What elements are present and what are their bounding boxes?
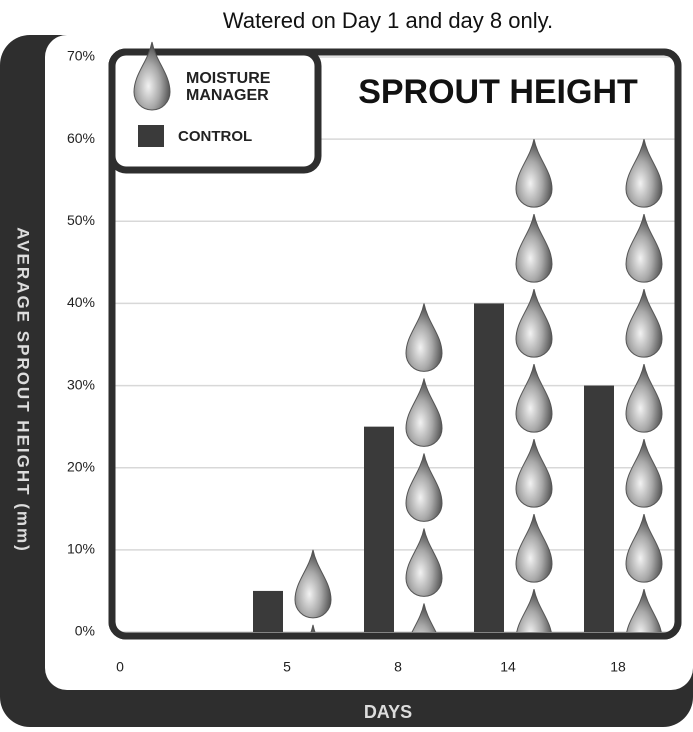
y-tick-label: 50% <box>67 212 95 228</box>
chart-title: SPROUT HEIGHT <box>358 73 638 111</box>
bar <box>584 386 614 632</box>
legend-label: CONTROL <box>178 128 252 145</box>
legend-label-wrap: MOISTURE MANAGER <box>186 70 306 110</box>
x-tick-label: 0 <box>116 659 124 675</box>
y-tick-label: 20% <box>67 458 95 474</box>
y-axis-label: AVERAGE SPROUT HEIGHT (mm) <box>14 227 33 553</box>
x-tick-label: 8 <box>394 659 402 675</box>
x-tick-label: 5 <box>283 659 291 675</box>
y-tick-label: 40% <box>67 294 95 310</box>
bar <box>474 303 504 632</box>
y-tick-label: 0% <box>75 623 95 639</box>
y-tick-label: 10% <box>67 541 95 557</box>
chart: Watered on Day 1 and day 8 only. AVERAGE… <box>0 0 693 727</box>
y-tick-label: 30% <box>67 376 95 392</box>
y-tick-label: 70% <box>67 48 95 64</box>
legend-label: MOISTURE MANAGER <box>186 70 301 104</box>
x-tick-label: 14 <box>500 659 516 675</box>
bar <box>364 427 394 632</box>
legend-swatch <box>138 125 164 147</box>
subtitle: Watered on Day 1 and day 8 only. <box>223 8 553 33</box>
x-tick-label: 18 <box>610 659 626 675</box>
x-axis-label: DAYS <box>364 702 412 722</box>
y-tick-label: 60% <box>67 130 95 146</box>
bar <box>253 591 283 632</box>
